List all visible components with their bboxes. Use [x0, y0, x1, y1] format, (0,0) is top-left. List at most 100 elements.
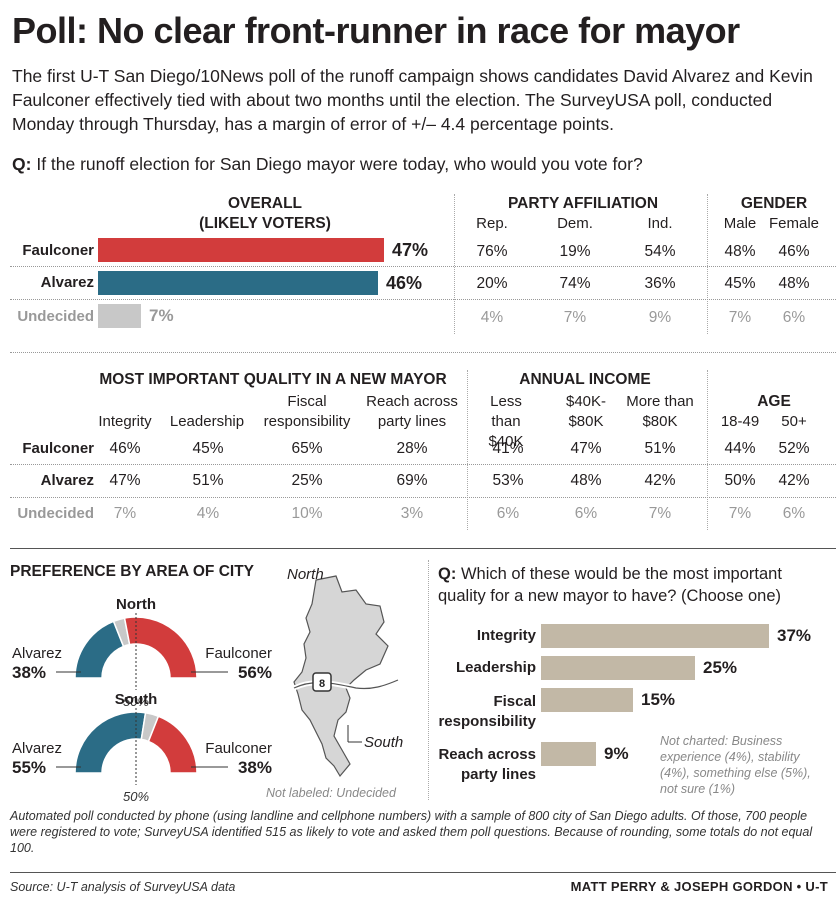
quality-cell: 45%	[192, 440, 224, 457]
highway-shield-icon: 8	[312, 672, 332, 692]
north-gauge-alvarez-label: Alvarez	[12, 645, 62, 662]
highway-line	[293, 679, 399, 690]
quality-cell: 25%	[291, 472, 323, 489]
quality-bar-category: Fiscal responsibility	[438, 693, 536, 730]
income-cell: 6%	[496, 505, 520, 522]
overall-bar-label: 46%	[386, 273, 423, 293]
overall-bar-label: 47%	[392, 240, 429, 260]
source-line: Source: U-T analysis of SurveyUSA data	[10, 880, 236, 894]
row-rule	[10, 299, 836, 300]
gender-cell: 6%	[782, 309, 806, 326]
question-1: Q: If the runoff election for San Diego …	[12, 154, 643, 175]
section-divider	[10, 548, 836, 549]
income-cell: 47%	[570, 440, 602, 457]
map-label-south: South	[364, 734, 404, 751]
divider-age	[707, 370, 708, 530]
divider-quality-chart	[428, 560, 429, 800]
row-label-undecided: Undecided	[17, 505, 94, 522]
overall-header: OVERALL (LIKELY VOTERS)	[140, 194, 390, 234]
row-rule	[10, 497, 836, 498]
south-gauge-faulconer-label: Faulconer	[205, 740, 272, 757]
north-gauge-alvarez-value: 38%	[12, 663, 46, 682]
party-col-ind: Ind.	[647, 215, 673, 232]
headline: Poll: No clear front-runner in race for …	[12, 10, 740, 51]
south-gauge-alvarez-value: 55%	[12, 758, 46, 777]
income-col-mid: $40K- $80K	[565, 393, 607, 430]
quality-cell: 51%	[192, 472, 224, 489]
income-cell: 6%	[574, 505, 598, 522]
highway-number: 8	[319, 678, 325, 690]
not-charted-note: Not charted: Business experience (4%), s…	[660, 734, 811, 796]
party-cell: 7%	[563, 309, 587, 326]
income-cell: 53%	[492, 472, 524, 489]
income-cell: 42%	[644, 472, 676, 489]
gender-col-male: Male	[723, 215, 757, 232]
gender-cell: 7%	[728, 309, 752, 326]
north-gauge-midpoint-label: 50%	[123, 694, 149, 709]
quality-col-reach: Reach across party lines	[366, 393, 458, 430]
overall-bar-label: 7%	[149, 306, 174, 325]
intro-text: The first U-T San Diego/10News poll of t…	[12, 66, 813, 134]
row-rule	[10, 266, 836, 267]
quality-cell: 10%	[291, 505, 323, 522]
quality-col-fiscal: Fiscal responsibility	[263, 393, 351, 430]
party-cell: 76%	[476, 243, 508, 260]
question-2-prefix: Q:	[438, 565, 457, 583]
quality-header: MOST IMPORTANT QUALITY IN A NEW MAYOR	[99, 371, 447, 388]
age-col-old: 50+	[781, 413, 807, 430]
divider-income	[467, 370, 468, 530]
income-header: ANNUAL INCOME	[519, 371, 651, 388]
party-cell: 4%	[480, 309, 504, 326]
overall-bar	[98, 304, 141, 328]
methodology-footnote: Automated poll conducted by phone (using…	[10, 809, 813, 855]
area-title: PREFERENCE BY AREA OF CITY	[10, 563, 255, 580]
overall-bar	[98, 238, 384, 262]
row-label-alvarez: Alvarez	[40, 472, 94, 489]
overall-bar	[98, 271, 378, 295]
city-map: 8	[292, 575, 399, 778]
overall-title: OVERALL	[227, 195, 303, 212]
party-cell: 19%	[559, 243, 591, 260]
age-cell: 6%	[782, 505, 806, 522]
income-cell: 41%	[492, 440, 524, 457]
quality-cell: 69%	[396, 472, 428, 489]
north-gauge-segment	[123, 616, 198, 679]
party-cell: 20%	[476, 275, 508, 292]
quality-bar	[541, 624, 769, 648]
south-gauge-midpoint-label: 50%	[123, 789, 149, 804]
age-cell: 7%	[728, 505, 752, 522]
north-gauge-title: North	[116, 596, 156, 613]
quality-cell: 4%	[196, 505, 220, 522]
quality-bar	[541, 742, 596, 766]
city-map-shape	[293, 575, 389, 778]
age-cell: 44%	[724, 440, 756, 457]
age-header: AGE	[757, 393, 791, 410]
south-gauge-alvarez-label: Alvarez	[12, 740, 62, 757]
gender-header: GENDER	[740, 195, 808, 212]
quality-cell: 28%	[396, 440, 428, 457]
quality-bar-category: Leadership	[455, 659, 536, 676]
income-cell: 7%	[648, 505, 672, 522]
quality-cell: 47%	[109, 472, 141, 489]
gender-cell: 45%	[724, 275, 756, 292]
undecided-note: Not labeled: Undecided	[266, 786, 396, 800]
party-col-dem: Dem.	[557, 215, 593, 232]
row-label-undecided: Undecided	[17, 308, 94, 325]
gender-cell: 48%	[778, 275, 810, 292]
divider-party	[454, 194, 455, 334]
gender-cell: 46%	[778, 243, 810, 260]
party-cell: 36%	[644, 275, 676, 292]
quality-cell: 3%	[400, 505, 424, 522]
quality-col-leadership: Leadership	[169, 413, 245, 430]
quality-bar	[541, 656, 695, 680]
north-gauge-faulconer-label: Faulconer	[205, 645, 272, 662]
quality-bar-label: 9%	[604, 744, 629, 763]
age-cell: 42%	[778, 472, 810, 489]
quality-bar-category: Integrity	[476, 627, 536, 644]
question-2: Q: Which of these would be the most impo…	[438, 563, 832, 607]
gender-col-female: Female	[768, 215, 820, 232]
south-gauge-title: South	[115, 691, 158, 708]
quality-cell: 65%	[291, 440, 323, 457]
quality-bar-category: Reach across party lines	[438, 746, 536, 783]
divider-gender	[707, 194, 708, 334]
